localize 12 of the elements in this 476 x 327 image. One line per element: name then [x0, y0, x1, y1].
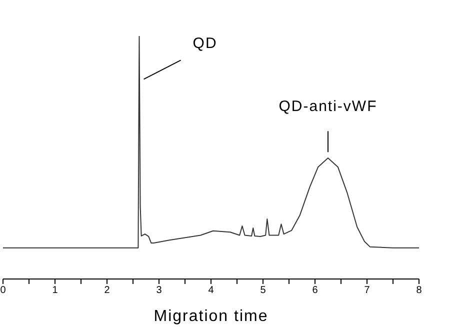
x-tick-label: 2: [104, 285, 110, 296]
x-tick-label: 4: [208, 285, 214, 296]
x-tick-label: 0: [0, 285, 6, 296]
x-tick-label: 8: [416, 285, 422, 296]
x-tick-label: 6: [312, 285, 318, 296]
annotation: QD-anti-vWF: [278, 98, 378, 116]
x-tick-label: 5: [260, 285, 266, 296]
x-tick-label: 3: [156, 285, 162, 296]
x-tick-label: 1: [52, 285, 58, 296]
x-tick-label: 7: [364, 285, 370, 296]
x-axis-title: Migration time: [154, 308, 268, 325]
annotation: QD: [192, 35, 218, 52]
